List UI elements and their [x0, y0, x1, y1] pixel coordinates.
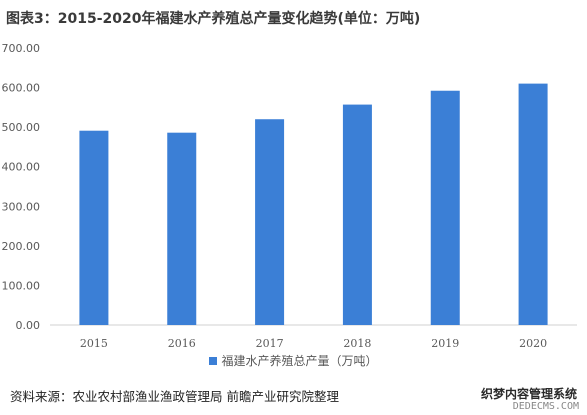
- y-tick-label: 0.00: [16, 319, 41, 332]
- legend-label: 福建水产养殖总产量（万吨）: [221, 354, 378, 368]
- watermark-url: DEDECMS.COM: [512, 401, 579, 412]
- x-tick-label: 2020: [519, 337, 547, 350]
- x-tick-label: 2017: [256, 337, 284, 350]
- x-tick-label: 2019: [431, 337, 459, 350]
- x-tick-label: 2016: [168, 337, 196, 350]
- y-tick-label: 600.00: [2, 82, 41, 95]
- bar-2017: [255, 119, 285, 325]
- bar-2018: [342, 104, 372, 325]
- x-tick-label: 2018: [343, 337, 371, 350]
- y-tick-label: 200.00: [2, 240, 41, 253]
- legend-swatch: [209, 356, 218, 365]
- bar-2015: [79, 130, 109, 325]
- bar-2019: [430, 90, 460, 325]
- y-tick-label: 100.00: [2, 279, 41, 292]
- bar-2020: [518, 83, 548, 325]
- y-tick-label: 500.00: [2, 121, 41, 134]
- source-note: 资料来源：农业农村部渔业渔政管理局 前瞻产业研究院整理: [10, 389, 339, 404]
- watermark-logo-text: 织梦内容管理系统: [480, 387, 577, 401]
- x-tick-label: 2015: [80, 337, 108, 350]
- y-tick-label: 700.00: [2, 42, 41, 55]
- y-tick-label: 300.00: [2, 200, 41, 213]
- chart-title: 图表3：2015-2020年福建水产养殖总产量变化趋势(单位：万吨): [6, 11, 421, 27]
- y-tick-label: 400.00: [2, 161, 41, 174]
- legend: 福建水产养殖总产量（万吨）: [0, 352, 587, 369]
- bar-2016: [167, 132, 197, 325]
